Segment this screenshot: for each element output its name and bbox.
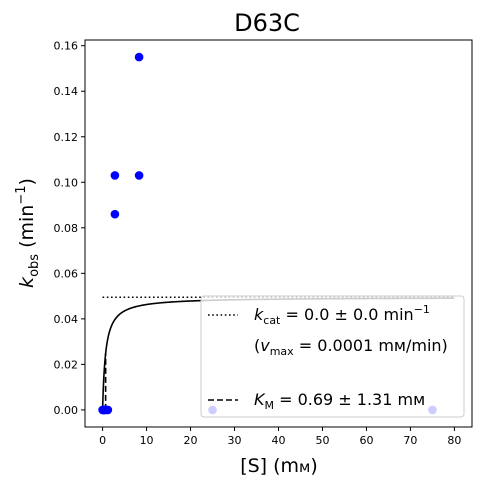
y-tick-label: 0.00 <box>54 404 79 417</box>
y-axis-title-sub: obs <box>27 254 42 277</box>
legend-km-value: = 0.69 ± 1.31 mм <box>274 390 425 409</box>
legend-vmax-v: v <box>260 336 270 355</box>
y-axis-title: kobs (min−1) <box>14 178 42 288</box>
x-axis-title-close: ) <box>310 455 317 477</box>
legend-vmax-sub: max <box>270 345 294 358</box>
x-tick-label: 20 <box>184 434 198 447</box>
y-axis-title-unit: (min <box>16 205 38 254</box>
legend-box <box>200 295 465 418</box>
x-ticks: 0 10 20 30 40 50 60 70 80 <box>99 427 461 447</box>
legend-vmax-value: = 0.0001 mм/min) <box>294 336 448 355</box>
chart-title: D63C <box>234 9 300 37</box>
legend-kcat-k: k <box>254 305 264 324</box>
svg-text:kobs (min−1): kobs (min−1) <box>14 178 42 288</box>
x-tick-label: 0 <box>99 434 106 447</box>
y-axis-title-close: ) <box>16 178 38 185</box>
y-tick-label: 0.16 <box>54 40 79 53</box>
legend: kcat = 0.0 ± 0.0 min−1 (vmax = 0.0001 mм… <box>200 295 465 418</box>
y-tick-label: 0.10 <box>54 176 79 189</box>
legend-vmax-open: ( <box>254 336 260 355</box>
legend-km-text: KM = 0.69 ± 1.31 mм <box>254 390 425 412</box>
x-tick-label: 40 <box>272 434 286 447</box>
data-point <box>134 171 144 180</box>
y-tick-label: 0.04 <box>54 313 79 326</box>
y-axis-title-k: k <box>16 276 38 288</box>
y-ticks: 0.00 0.02 0.04 0.06 0.08 0.10 0.12 0.14 0.16 <box>54 40 85 417</box>
legend-kcat-text: kcat = 0.0 ± 0.0 min−1 <box>254 303 430 327</box>
y-tick-label: 0.12 <box>54 131 79 144</box>
x-tick-label: 70 <box>403 434 417 447</box>
x-axis-title-main: [S] (m <box>240 455 299 477</box>
data-point <box>110 209 120 219</box>
legend-kcat-exp: −1 <box>414 303 430 316</box>
data-point <box>103 405 113 415</box>
y-axis-title-exp: −1 <box>14 185 29 204</box>
y-tick-label: 0.08 <box>54 222 79 235</box>
legend-kcat-sub: cat <box>263 314 281 327</box>
x-axis-title-unit: м <box>299 458 310 476</box>
legend-km-sub: M <box>265 399 275 412</box>
x-tick-label: 50 <box>315 434 329 447</box>
x-tick-label: 80 <box>447 434 461 447</box>
data-point <box>110 171 120 180</box>
legend-km-k: K <box>254 390 266 409</box>
y-tick-label: 0.06 <box>54 267 79 280</box>
y-tick-label: 0.14 <box>54 85 79 98</box>
legend-vmax-text: (vmax = 0.0001 mм/min) <box>254 336 448 358</box>
x-tick-label: 10 <box>140 434 154 447</box>
svg-text:[S] (mм): [S] (mм) <box>240 455 318 477</box>
x-tick-label: 60 <box>359 434 373 447</box>
x-tick-label: 30 <box>228 434 242 447</box>
y-tick-label: 0.02 <box>54 358 79 371</box>
data-point <box>134 52 144 62</box>
legend-kcat-value: = 0.0 ± 0.0 min <box>280 305 413 324</box>
x-axis-title: [S] (mм) <box>240 455 318 477</box>
